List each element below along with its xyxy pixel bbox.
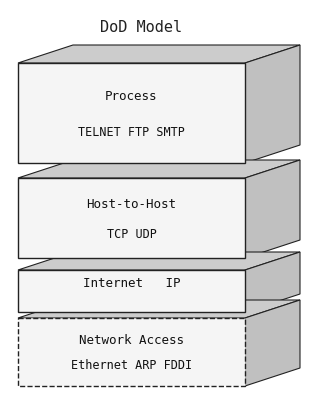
Text: TCP UDP: TCP UDP (107, 227, 156, 240)
Text: TELNET FTP SMTP: TELNET FTP SMTP (78, 126, 185, 139)
Text: Internet   IP: Internet IP (83, 277, 180, 290)
Text: Network Access: Network Access (79, 334, 184, 347)
Polygon shape (18, 160, 300, 178)
Bar (18, 318, 245, 386)
Text: DoD Model: DoD Model (100, 21, 182, 36)
Bar (18, 63, 245, 163)
Bar (18, 178, 245, 258)
Polygon shape (245, 160, 300, 258)
Polygon shape (18, 300, 300, 318)
Polygon shape (245, 300, 300, 386)
Text: Ethernet ARP FDDI: Ethernet ARP FDDI (71, 359, 192, 372)
Polygon shape (18, 252, 300, 270)
Polygon shape (245, 252, 300, 312)
Text: Host-to-Host: Host-to-Host (87, 198, 176, 211)
Bar (18, 270, 245, 312)
Polygon shape (245, 45, 300, 163)
Polygon shape (18, 45, 300, 63)
Text: Process: Process (105, 89, 158, 103)
